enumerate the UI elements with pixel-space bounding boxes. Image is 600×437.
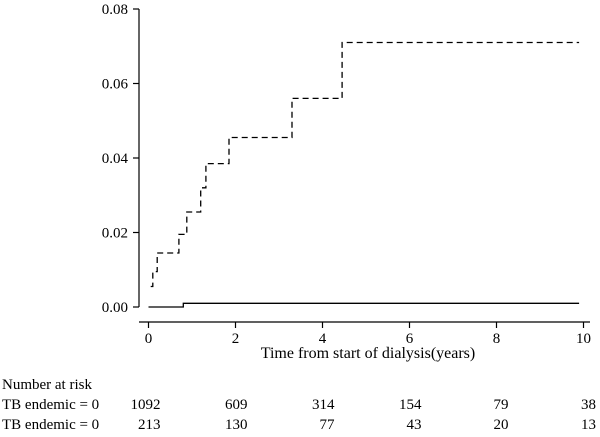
x-tick-label: 6 xyxy=(406,331,414,347)
risk-count: 20 xyxy=(494,417,509,433)
risk-count: 43 xyxy=(407,417,422,433)
x-tick-label: 4 xyxy=(319,331,327,347)
risk-count: 314 xyxy=(312,397,335,413)
risk-count: 1092 xyxy=(131,397,161,413)
risk-count: 13 xyxy=(581,417,596,433)
risk-count: 38 xyxy=(581,397,596,413)
y-tick-label: 0.08 xyxy=(102,2,128,18)
x-tick-label: 8 xyxy=(493,331,501,347)
solid-series-line xyxy=(148,302,580,308)
y-tick-label: 0.00 xyxy=(102,300,128,316)
y-tick-label: 0.06 xyxy=(102,77,129,93)
x-tick-label: 2 xyxy=(232,331,240,347)
risk-count: 213 xyxy=(138,417,161,433)
x-ticks: 0 2 4 6 8 10 xyxy=(145,322,591,347)
risk-count: 79 xyxy=(494,397,509,413)
risk-table: Number at risk TB endemic = 0 1092 609 314 1… xyxy=(2,377,596,433)
y-tick-label: 0.04 xyxy=(102,151,129,167)
x-tick-label: 10 xyxy=(576,331,591,347)
dashed-series-line xyxy=(150,41,580,288)
x-tick-label: 0 xyxy=(145,331,153,347)
series-lines xyxy=(148,41,580,308)
y-ticks: 0.00 0.02 0.04 0.06 0.08 xyxy=(102,2,139,316)
risk-row-label: TB endemic = 0 xyxy=(2,417,99,433)
risk-count: 77 xyxy=(320,417,336,433)
y-tick-label: 0.02 xyxy=(102,226,128,242)
risk-count: 130 xyxy=(225,417,248,433)
risk-count: 609 xyxy=(225,397,248,413)
axes xyxy=(138,9,590,323)
risk-table-title: Number at risk xyxy=(2,377,92,393)
x-axis-title: Time from start of dialysis(years) xyxy=(261,345,475,362)
risk-count: 154 xyxy=(399,397,422,413)
risk-row-label: TB endemic = 0 xyxy=(2,397,99,413)
